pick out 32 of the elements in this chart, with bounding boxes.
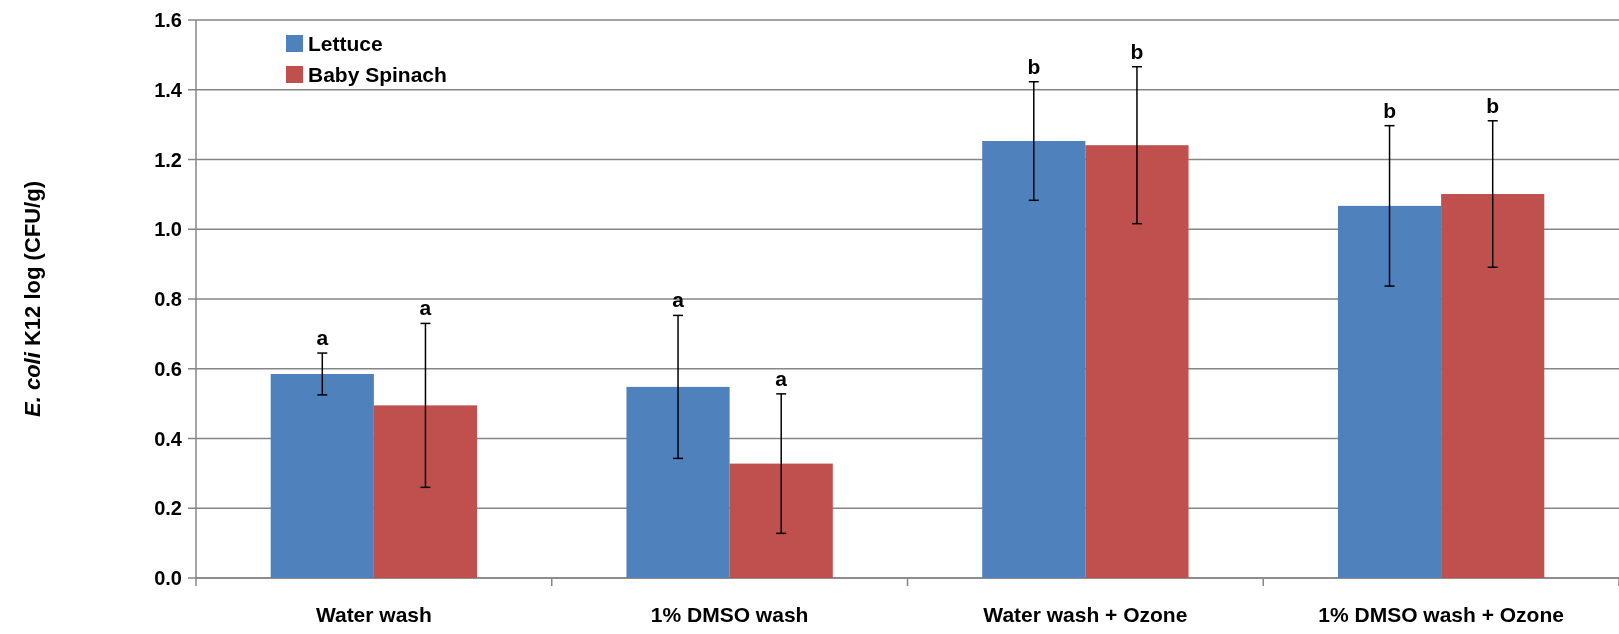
legend-label: Lettuce: [308, 32, 383, 56]
annotation: a: [672, 288, 685, 312]
x-tick-label: 1% DMSO wash + Ozone: [1318, 603, 1564, 626]
bar: [373, 405, 478, 578]
bar: [626, 386, 730, 578]
x-tick-label: 1% DMSO wash: [650, 603, 809, 626]
y-tick-label: 0.8: [154, 288, 182, 310]
annotation: a: [775, 366, 788, 390]
y-tick-label: 1.2: [154, 148, 182, 171]
annotation: a: [419, 296, 432, 320]
annotation: b: [1486, 93, 1500, 117]
bar: [1337, 205, 1442, 578]
y-tick-label: 0.2: [154, 497, 182, 520]
annotation: b: [1383, 98, 1396, 122]
bar: [1085, 145, 1189, 578]
annotation: a: [316, 326, 329, 350]
annotation: b: [1027, 54, 1041, 78]
y-tick-label: 1.4: [154, 78, 183, 101]
y-axis-title: E. coli K12 log (CFU/g): [20, 181, 45, 417]
bar: [729, 463, 833, 578]
bar: [982, 141, 1086, 578]
bar: [270, 373, 374, 578]
bar: [1441, 194, 1545, 578]
x-tick-label: Water wash + Ozone: [983, 603, 1188, 626]
legend-label: Baby Spinach: [308, 63, 447, 87]
y-tick-label: 0.6: [154, 357, 182, 380]
y-tick-label: 0.0: [154, 567, 182, 589]
y-tick-label: 0.4: [154, 427, 183, 450]
y-tick-label: 1.6: [154, 9, 182, 31]
y-tick-label: 1.0: [154, 218, 182, 241]
annotation: b: [1130, 39, 1144, 63]
x-tick-label: Water wash: [315, 603, 432, 626]
